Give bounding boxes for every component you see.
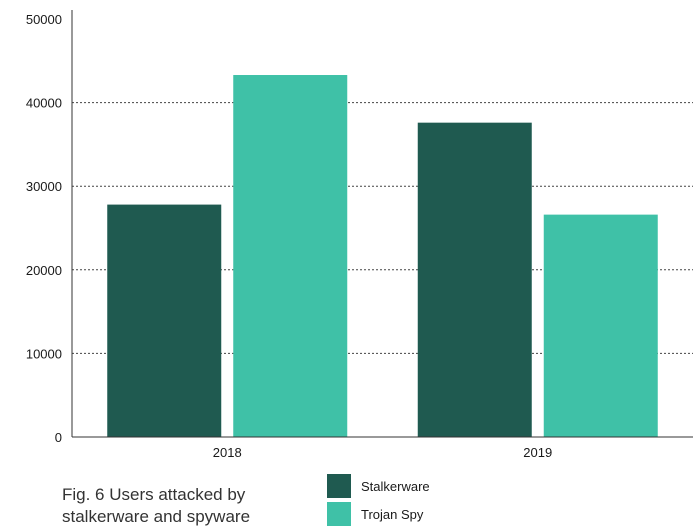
legend: Stalkerware Trojan Spy bbox=[327, 474, 430, 530]
y-tick-label: 10000 bbox=[26, 346, 62, 361]
bar-chart: 0 10000 20000 30000 40000 50000 2018 2019 bbox=[26, 10, 693, 460]
x-axis-ticks: 2018 2019 bbox=[213, 445, 552, 460]
y-tick-label: 40000 bbox=[26, 96, 62, 111]
figure-caption: Fig. 6 Users attacked by stalkerware and… bbox=[62, 485, 251, 526]
legend-item-trojan-spy: Trojan Spy bbox=[327, 502, 430, 526]
y-tick-label: 30000 bbox=[26, 179, 62, 194]
y-tick-label: 50000 bbox=[26, 12, 62, 27]
bar-trojan-spy-2018 bbox=[233, 75, 348, 438]
x-tick-label: 2019 bbox=[523, 445, 552, 460]
legend-swatch-trojan-spy bbox=[327, 502, 351, 526]
bar-trojan-spy-2019 bbox=[543, 214, 658, 437]
y-tick-label: 0 bbox=[55, 430, 62, 445]
legend-swatch-stalkerware bbox=[327, 474, 351, 498]
x-tick-label: 2018 bbox=[213, 445, 242, 460]
y-axis-ticks: 0 10000 20000 30000 40000 50000 bbox=[26, 12, 62, 445]
legend-label-stalkerware: Stalkerware bbox=[361, 478, 430, 494]
legend-item-stalkerware: Stalkerware bbox=[327, 474, 430, 498]
bar-stalkerware-2018 bbox=[107, 204, 222, 437]
bars bbox=[107, 75, 658, 438]
bar-stalkerware-2019 bbox=[417, 122, 532, 437]
y-tick-label: 20000 bbox=[26, 263, 62, 278]
legend-label-trojan-spy: Trojan Spy bbox=[361, 506, 424, 522]
